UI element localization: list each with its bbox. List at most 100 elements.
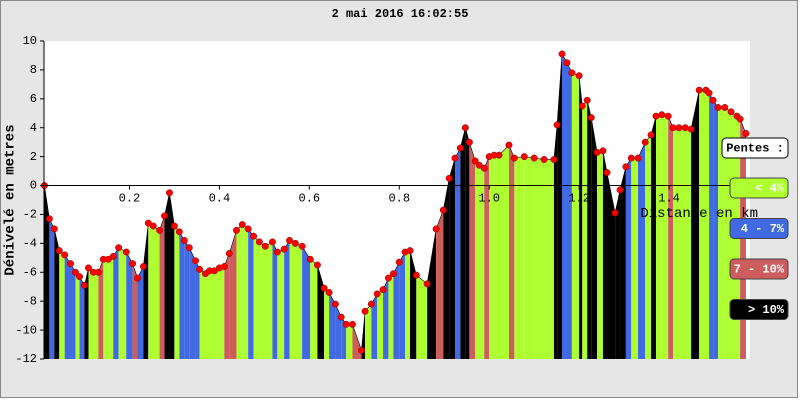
point xyxy=(268,238,276,246)
point xyxy=(170,222,178,230)
y-tick-label: 10 xyxy=(23,34,37,48)
slope-segment xyxy=(329,292,336,359)
point xyxy=(714,104,722,111)
point xyxy=(331,300,339,308)
slope-segment xyxy=(388,273,394,359)
point xyxy=(451,154,459,162)
x-tick-label: 0.6 xyxy=(299,192,321,206)
point xyxy=(192,257,199,265)
slope-segment xyxy=(562,54,567,359)
point xyxy=(641,138,649,146)
slope-segment xyxy=(205,270,210,359)
slope-segment xyxy=(678,127,686,360)
point xyxy=(681,124,689,132)
slope-segment xyxy=(153,226,160,359)
x-tick-label: 0.8 xyxy=(388,192,410,206)
slope-segment xyxy=(718,107,725,359)
slope-segment xyxy=(709,93,714,359)
slope-segment xyxy=(615,189,621,359)
point xyxy=(563,59,571,67)
slope-segment xyxy=(126,252,133,359)
slope-segment xyxy=(224,253,230,359)
slope-segment xyxy=(620,166,626,359)
point xyxy=(149,222,157,230)
point xyxy=(175,228,183,236)
point xyxy=(627,154,635,162)
point xyxy=(325,289,333,296)
slope-segment xyxy=(699,90,706,360)
legend-label: > 10% xyxy=(748,303,785,317)
point xyxy=(736,115,744,123)
point xyxy=(286,237,293,244)
slope-segment xyxy=(713,100,719,359)
slope-segment xyxy=(475,160,480,359)
point xyxy=(669,124,677,132)
y-tick-label: 8 xyxy=(30,63,37,77)
slope-segment xyxy=(557,54,563,359)
point xyxy=(389,270,397,278)
point xyxy=(185,244,193,252)
slope-segment xyxy=(284,240,290,359)
slope-segment xyxy=(93,272,99,359)
legend-swatch xyxy=(729,177,789,199)
slope-segment xyxy=(443,178,450,359)
y-tick-label: 4 xyxy=(30,121,37,135)
point xyxy=(578,102,586,110)
point xyxy=(81,281,88,289)
slope-segment xyxy=(455,147,461,359)
legend-title-box xyxy=(721,137,789,159)
point xyxy=(406,247,414,255)
point xyxy=(603,169,611,176)
point xyxy=(395,258,403,266)
slope-segment xyxy=(553,124,558,359)
point xyxy=(50,225,58,233)
point xyxy=(520,153,528,161)
slope-segment xyxy=(631,158,639,359)
y-tick-label: -12 xyxy=(15,352,37,366)
point xyxy=(471,157,479,165)
slope-segment xyxy=(118,247,127,359)
slope-segment xyxy=(214,267,220,359)
slope-segment xyxy=(579,75,583,359)
slope-segment xyxy=(148,223,154,359)
point xyxy=(550,156,558,163)
slope-segment xyxy=(371,293,378,359)
slope-segment xyxy=(59,250,65,359)
point xyxy=(432,225,440,233)
point xyxy=(445,174,453,182)
point xyxy=(495,151,503,159)
slope-segment xyxy=(383,278,389,359)
point xyxy=(161,212,168,220)
slope-segment xyxy=(310,259,318,359)
slope-segment xyxy=(272,241,278,359)
slope-segment xyxy=(54,228,60,359)
point xyxy=(611,209,619,217)
point xyxy=(313,261,321,269)
slope-segment xyxy=(508,145,515,359)
point xyxy=(695,86,703,94)
slope-segment xyxy=(691,90,700,360)
slope-segment xyxy=(174,226,180,359)
slope-segment xyxy=(195,260,200,359)
slope-segment xyxy=(289,240,296,359)
slope-segment xyxy=(242,224,249,359)
point xyxy=(558,50,566,58)
slope-segment xyxy=(189,247,196,359)
slope-segment xyxy=(651,116,657,359)
point xyxy=(261,242,269,250)
slope-segment xyxy=(469,142,476,359)
point xyxy=(298,242,306,250)
slope-segment xyxy=(602,150,608,359)
y-tick-label: -2 xyxy=(23,208,37,222)
y-tick-label: 0 xyxy=(30,179,37,193)
slope-segment xyxy=(253,236,260,359)
point xyxy=(721,104,729,111)
slope-segment xyxy=(524,156,535,359)
slope-segment xyxy=(341,317,347,359)
point xyxy=(583,96,591,104)
slope-segment xyxy=(103,259,109,359)
point xyxy=(540,156,548,163)
slope-segment xyxy=(625,158,632,359)
slope-segment xyxy=(159,215,165,359)
